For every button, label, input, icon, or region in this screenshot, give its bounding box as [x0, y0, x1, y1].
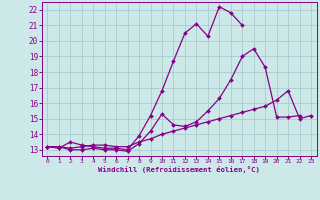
- X-axis label: Windchill (Refroidissement éolien,°C): Windchill (Refroidissement éolien,°C): [98, 166, 260, 173]
